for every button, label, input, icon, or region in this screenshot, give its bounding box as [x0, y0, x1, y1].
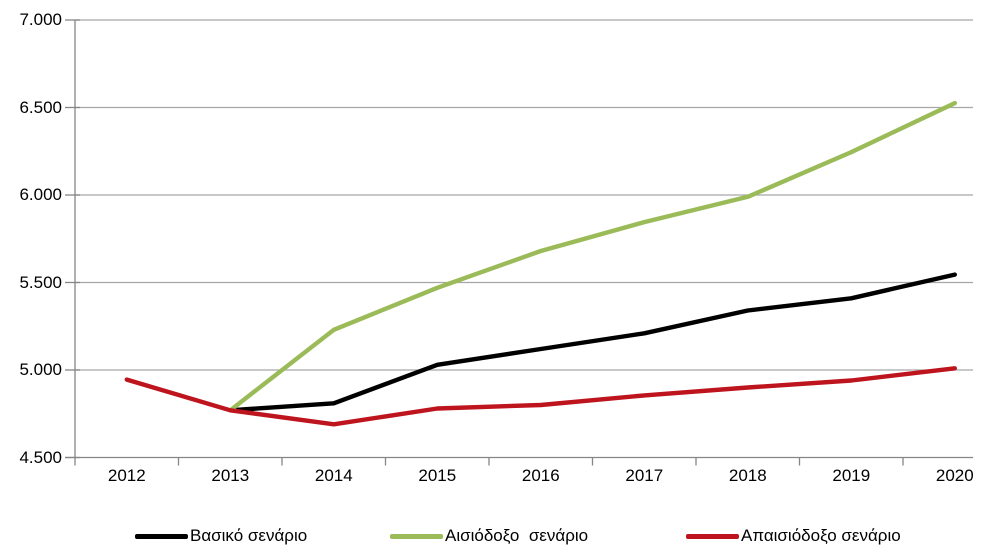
legend-label: Απαισιόδοξο σενάριο: [741, 526, 901, 545]
legend-label: Βασικό σενάριο: [190, 526, 308, 545]
legend-label: Αισιόδοξο σενάριο: [445, 526, 589, 545]
x-axis-label: 2013: [211, 466, 250, 485]
x-axis-label: 2016: [521, 466, 560, 485]
legend-swatch-black-line: [135, 533, 188, 539]
legend-item-pessimistic-scenario: Απαισιόδοξο σενάριο: [686, 526, 901, 545]
x-axis-label: 2012: [107, 466, 146, 485]
x-axis-label: 2019: [832, 466, 871, 485]
x-axis-label: 2017: [625, 466, 664, 485]
legend-swatch-green-line: [390, 533, 443, 539]
y-axis-label: 7.000: [19, 10, 62, 29]
x-axis-label: 2014: [314, 466, 353, 485]
legend-item-basic-scenario: Βασικό σενάριο: [135, 526, 308, 545]
series-line-1: [228, 100, 957, 413]
y-axis-label: 6.000: [19, 185, 62, 204]
y-axis-label: 5.500: [19, 272, 62, 292]
series-line-0: [228, 272, 957, 413]
x-axis-label: 2018: [728, 466, 767, 485]
legend-item-optimistic-scenario: Αισιόδοξο σενάριο: [390, 526, 589, 545]
x-axis-label: 2020: [935, 466, 974, 485]
y-axis-label: 5.000: [19, 360, 62, 379]
y-axis-label: 6.500: [19, 97, 62, 117]
y-axis-label: 4.500: [19, 447, 62, 467]
legend-swatch-red-line: [686, 533, 739, 539]
x-axis-label: 2015: [418, 466, 457, 485]
series-line-2: [124, 366, 957, 427]
